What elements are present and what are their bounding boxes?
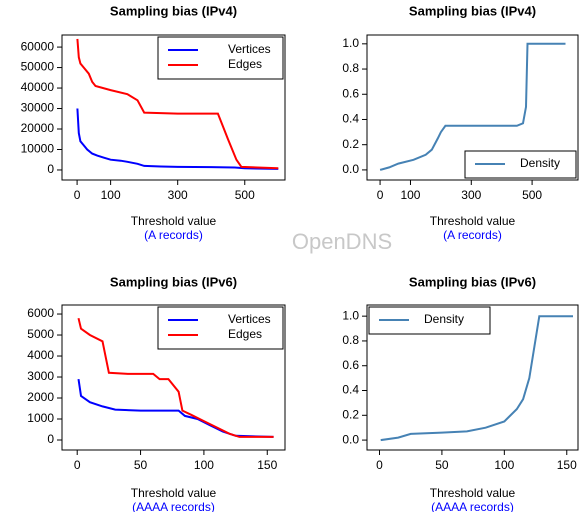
x-tick-label: 100 [494, 458, 514, 472]
x-tick-label: 100 [400, 188, 420, 202]
plot-frame [366, 304, 579, 451]
y-tick-label: 40000 [21, 80, 55, 94]
legend-box [157, 36, 284, 80]
x-tick-label: 0 [377, 188, 384, 202]
x-axis-label: Threshold value [131, 214, 217, 228]
legend-label: Vertices [228, 42, 271, 56]
x-axis-label: Threshold value [131, 486, 217, 500]
x-axis-label: Threshold value [430, 214, 516, 228]
x-axis-note: (A records) [144, 228, 203, 242]
y-tick-label: 0 [47, 162, 54, 176]
data-line [379, 42, 566, 171]
x-tick-label: 100 [101, 188, 121, 202]
data-line [76, 108, 279, 170]
x-axis-note: (A records) [443, 228, 502, 242]
legend-label: Density [424, 312, 464, 326]
x-tick-label: 50 [134, 458, 148, 472]
legend-label: Vertices [228, 312, 271, 326]
legend-label: Edges [228, 327, 262, 341]
y-tick-label: 0.6 [342, 358, 359, 372]
x-tick-label: 150 [557, 458, 577, 472]
y-tick-label: 1.0 [342, 308, 359, 322]
y-tick-label: 6000 [27, 306, 54, 320]
y-tick-label: 0.0 [342, 432, 359, 446]
legend-label: Density [520, 156, 560, 170]
chart-title: Sampling bias (IPv4) [409, 3, 536, 18]
x-tick-label: 50 [435, 458, 449, 472]
watermark: OpenDNS [292, 229, 392, 254]
y-tick-label: 20000 [21, 121, 55, 135]
y-tick-label: 0.4 [342, 383, 359, 397]
y-tick-label: 0 [47, 432, 54, 446]
y-tick-label: 10000 [21, 142, 55, 156]
x-tick-label: 500 [522, 188, 542, 202]
legend-label: Edges [228, 57, 262, 71]
x-tick-label: 150 [257, 458, 277, 472]
y-tick-label: 4000 [27, 348, 54, 362]
y-tick-label: 0.0 [342, 162, 359, 176]
data-line [77, 317, 274, 438]
x-axis-note: (AAAA records) [431, 500, 514, 512]
y-tick-label: 1000 [27, 411, 54, 425]
x-tick-label: 0 [74, 188, 81, 202]
y-tick-label: 3000 [27, 369, 54, 383]
y-tick-label: 0.6 [342, 86, 359, 100]
y-tick-label: 60000 [21, 39, 55, 53]
y-tick-label: 0.2 [342, 407, 359, 421]
plot-frame [366, 34, 579, 181]
x-tick-label: 300 [168, 188, 188, 202]
x-axis-note: (AAAA records) [132, 500, 215, 512]
chart-title: Sampling bias (IPv6) [409, 274, 536, 289]
y-tick-label: 30000 [21, 101, 55, 115]
data-line [380, 315, 573, 442]
x-tick-label: 100 [194, 458, 214, 472]
x-tick-label: 0 [376, 458, 383, 472]
x-tick-label: 300 [461, 188, 481, 202]
y-tick-label: 2000 [27, 390, 54, 404]
x-tick-label: 500 [235, 188, 255, 202]
chart-title: Sampling bias (IPv6) [110, 274, 237, 289]
plot-frame [61, 34, 286, 181]
x-tick-label: 0 [74, 458, 81, 472]
data-line [76, 38, 279, 170]
chart-title: Sampling bias (IPv4) [110, 3, 237, 18]
y-tick-label: 0.2 [342, 137, 359, 151]
y-tick-label: 0.4 [342, 112, 359, 126]
y-tick-label: 0.8 [342, 333, 359, 347]
y-tick-label: 50000 [21, 60, 55, 74]
y-tick-label: 0.8 [342, 61, 359, 75]
legend-box [157, 306, 284, 350]
y-tick-label: 5000 [27, 327, 54, 341]
y-tick-label: 1.0 [342, 36, 359, 50]
x-axis-label: Threshold value [430, 486, 516, 500]
